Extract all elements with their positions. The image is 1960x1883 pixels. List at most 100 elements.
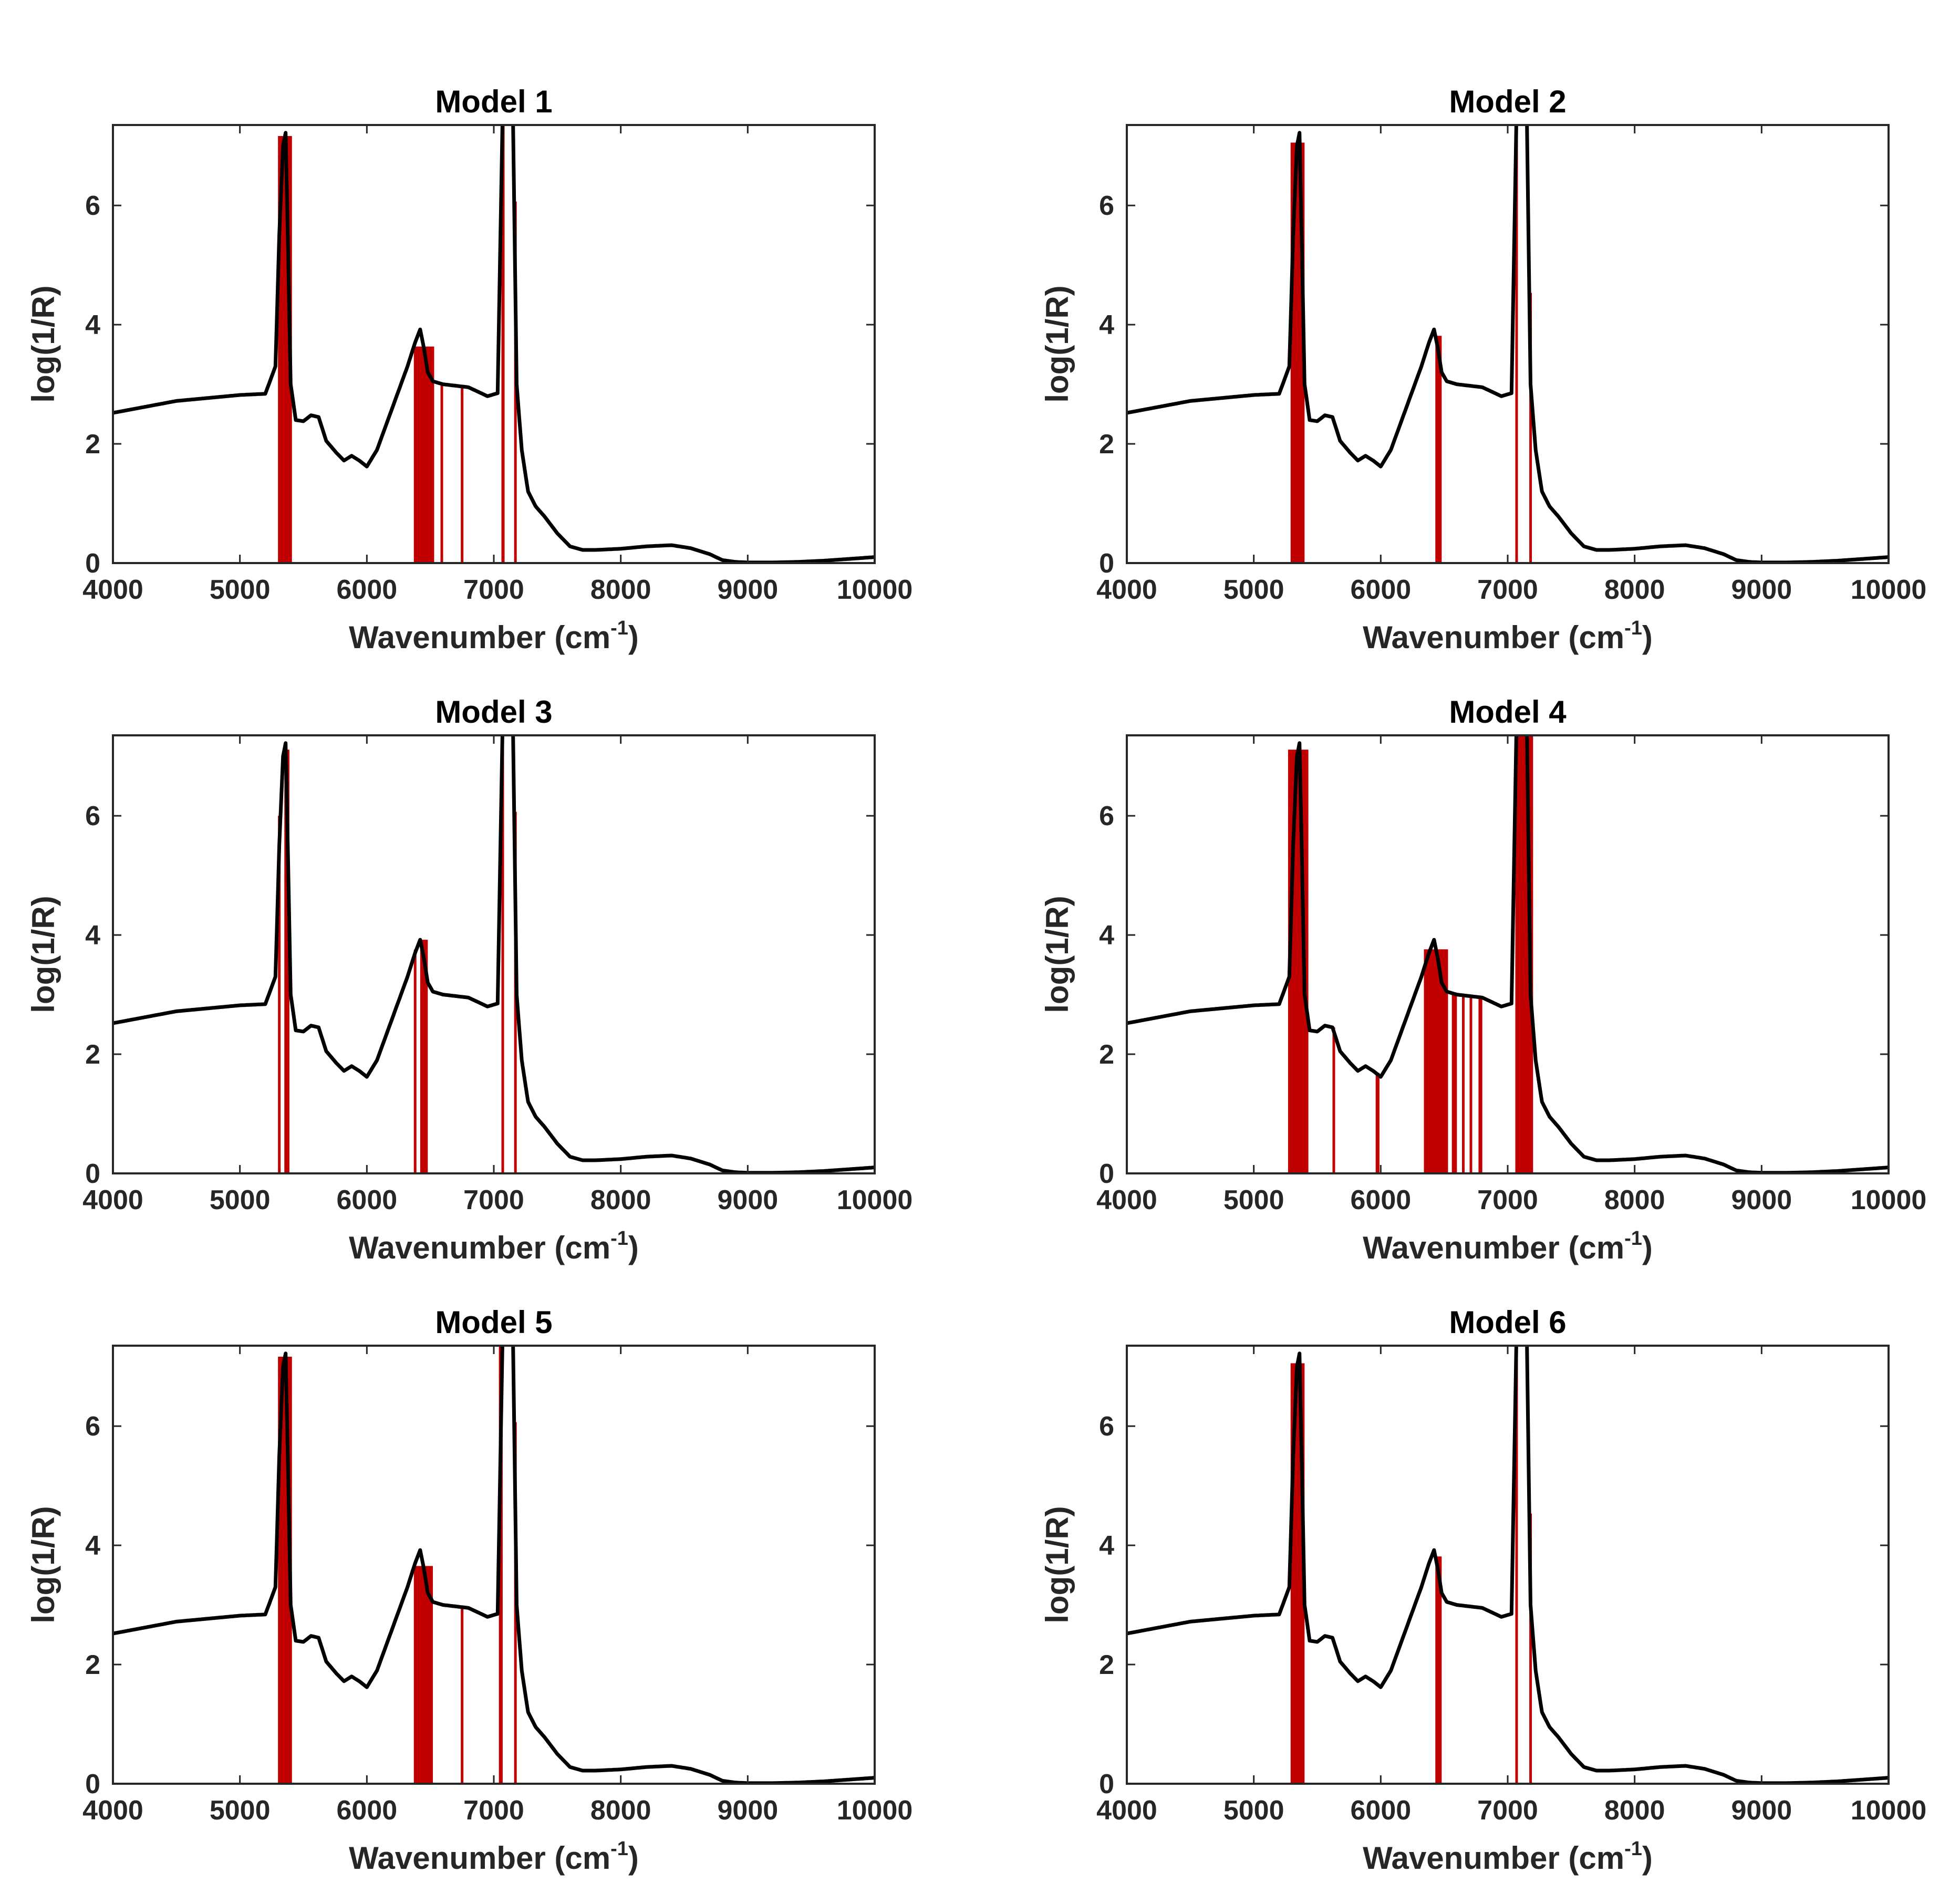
y-tick-label: 4	[1099, 920, 1114, 951]
selected-region-3	[440, 383, 443, 563]
x-axis-label: Wavenumber (cm-1)	[1363, 617, 1653, 655]
x-tick-label: 9000	[1731, 575, 1792, 605]
selected-regions	[1290, 125, 1532, 563]
x-tick-label: 6000	[1350, 1185, 1411, 1215]
y-tick-label: 2	[85, 429, 100, 460]
spectrum-line	[113, 735, 875, 1173]
y-tick-label: 4	[85, 310, 100, 340]
selected-region-7	[1469, 996, 1472, 1173]
x-tick-label: 9000	[717, 1795, 778, 1826]
selected-region-5	[501, 125, 505, 563]
chart-title: Model 1	[435, 84, 552, 119]
x-tick-label: 4000	[1096, 1795, 1157, 1826]
x-tick-label: 7000	[463, 1185, 524, 1215]
chart-title: Model 3	[435, 694, 552, 730]
y-tick-label: 4	[85, 1531, 100, 1561]
selected-region-6	[1462, 995, 1465, 1173]
x-axis-label: Wavenumber (cm-1)	[1363, 1838, 1653, 1876]
x-tick-label: 7000	[463, 1795, 524, 1826]
x-tick-label: 5000	[210, 1795, 271, 1826]
x-tick-label: 8000	[590, 1185, 651, 1215]
x-axis-label: Wavenumber (cm-1)	[349, 1227, 639, 1265]
x-axis-label: Wavenumber (cm-1)	[349, 1838, 639, 1876]
y-tick-label: 4	[85, 920, 100, 951]
selected-regions	[278, 735, 517, 1173]
x-tick-label: 8000	[590, 1795, 651, 1826]
selected-regions	[1290, 1346, 1532, 1784]
y-tick-label: 6	[1099, 801, 1114, 831]
chart-panel-6: 4000 5000 6000 7000 8000 9000 10000 0 2 4 6 Model 6…	[1040, 1305, 1926, 1876]
chart-title: Model 2	[1449, 84, 1566, 119]
x-tick-label: 5000	[1223, 1795, 1284, 1826]
chart-panel-5: 4000 5000 6000 7000 8000 9000 10000 0 2 4 6 Model 5…	[26, 1305, 912, 1876]
axes-box	[1126, 124, 1890, 564]
x-axis-label: Wavenumber (cm-1)	[1363, 1227, 1653, 1265]
y-tick-label: 6	[85, 801, 100, 831]
x-tick-label: 6000	[336, 1185, 397, 1215]
chart-panel-4: 4000 5000 6000 7000 8000 9000 10000 0 2 4 6 Model 4…	[1040, 694, 1926, 1265]
chart-title: Model 6	[1449, 1305, 1566, 1340]
y-axis-label: log(1/R)	[26, 285, 61, 402]
chart-panel-2: 4000 5000 6000 7000 8000 9000 10000 0 2 4 6 Model 2…	[1040, 84, 1926, 655]
y-tick-label: 2	[1099, 1650, 1114, 1680]
x-tick-label: 7000	[1477, 1185, 1538, 1215]
y-tick-label: 6	[1099, 1411, 1114, 1442]
x-tick-label: 5000	[210, 575, 271, 605]
x-tick-label: 6000	[1350, 1795, 1411, 1826]
y-tick-label: 2	[85, 1039, 100, 1070]
selected-region-2	[1332, 1027, 1335, 1173]
selected-region-4	[461, 386, 464, 563]
y-axis-label: log(1/R)	[1040, 896, 1075, 1013]
y-tick-label: 2	[1099, 429, 1114, 460]
spectrum-line	[1127, 735, 1889, 1173]
y-tick-label: 0	[85, 548, 100, 579]
x-tick-label: 8000	[1604, 1185, 1665, 1215]
y-tick-label: 6	[85, 1411, 100, 1442]
x-tick-label: 7000	[1477, 575, 1538, 605]
x-axis-label: Wavenumber (cm-1)	[349, 617, 639, 655]
chart-title: Model 4	[1449, 694, 1567, 730]
x-tick-label: 9000	[717, 1185, 778, 1215]
chart-panel-3: 4000 5000 6000 7000 8000 9000 10000 0 2 4 6 Model 3…	[26, 694, 912, 1265]
x-tick-label: 10000	[837, 1795, 913, 1826]
x-tick-label: 10000	[1851, 1795, 1927, 1826]
y-tick-label: 0	[1099, 548, 1114, 579]
selected-region-4	[1424, 949, 1448, 1173]
y-tick-label: 4	[1099, 1531, 1114, 1561]
x-tick-label: 4000	[82, 1185, 143, 1215]
x-tick-label: 6000	[1350, 575, 1411, 605]
axes-box	[112, 1345, 876, 1785]
x-tick-label: 9000	[1731, 1795, 1792, 1826]
selected-regions	[278, 125, 517, 563]
y-tick-label: 0	[1099, 1769, 1114, 1799]
x-tick-label: 9000	[1731, 1185, 1792, 1215]
x-tick-label: 7000	[463, 575, 524, 605]
spectrum-line	[1127, 125, 1889, 563]
x-tick-label: 6000	[336, 1795, 397, 1826]
x-tick-label: 8000	[1604, 1795, 1665, 1826]
selected-regions	[1288, 735, 1533, 1173]
x-tick-label: 4000	[1096, 575, 1157, 605]
x-tick-label: 10000	[1851, 1185, 1927, 1215]
selected-region-5	[501, 735, 504, 1173]
x-tick-label: 8000	[590, 575, 651, 605]
axes-box	[112, 124, 876, 564]
y-tick-label: 2	[85, 1650, 100, 1680]
axes-box	[1126, 1345, 1890, 1785]
selected-region-8	[1478, 997, 1482, 1173]
y-tick-label: 0	[85, 1769, 100, 1799]
x-tick-label: 5000	[210, 1185, 271, 1215]
y-axis-label: log(1/R)	[26, 1506, 61, 1623]
x-tick-label: 10000	[837, 575, 913, 605]
spectrum-line	[113, 1346, 875, 1784]
x-tick-label: 6000	[336, 575, 397, 605]
y-tick-label: 2	[1099, 1039, 1114, 1070]
selected-region-3	[1375, 1073, 1380, 1173]
x-tick-label: 8000	[1604, 575, 1665, 605]
x-tick-label: 5000	[1223, 575, 1284, 605]
selected-region-5	[1451, 993, 1457, 1173]
selected-region-1	[278, 816, 281, 1173]
spectrum-line	[1127, 1346, 1889, 1784]
selected-region-2	[413, 346, 434, 563]
x-tick-label: 4000	[82, 1795, 143, 1826]
